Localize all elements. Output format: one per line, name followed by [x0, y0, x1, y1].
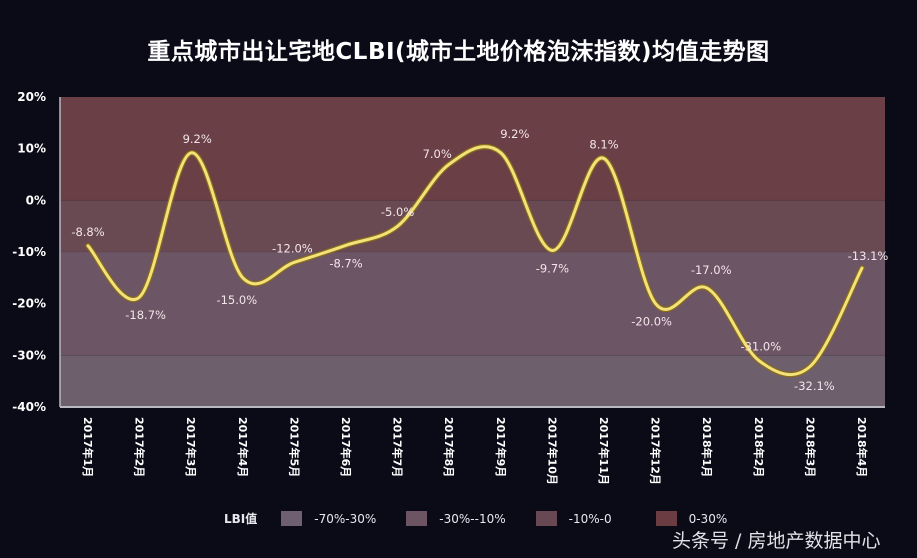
legend-swatch [406, 511, 428, 526]
y-tick-label: -30% [12, 348, 46, 362]
legend-label: -70%-30% [314, 511, 377, 526]
data-label: 9.2% [183, 132, 212, 146]
data-label: -31.0% [740, 340, 781, 354]
x-tick-label: 2017年8月 [442, 417, 456, 477]
y-tick-label: 20% [17, 90, 46, 104]
x-tick-label: 2017年9月 [494, 417, 508, 477]
legend-title: LBI值 [224, 512, 258, 526]
data-label: -9.7% [536, 261, 569, 275]
data-label: -17.0% [691, 263, 732, 277]
y-axis: 20% 10% 0% -10% -20% -30% -40% [12, 90, 46, 414]
chart-title: 重点城市出让宅地CLBI(城市土地价格泡沫指数)均值走势图 [147, 39, 770, 65]
x-tick-label: 2017年4月 [236, 417, 250, 477]
data-label: -20.0% [631, 315, 672, 329]
legend-label: -10%-0 [568, 511, 612, 526]
data-label: 9.2% [500, 127, 529, 141]
legend-label: -30%--10% [439, 511, 506, 526]
y-tick-label: 0% [26, 193, 46, 207]
watermark: 头条号 / 房地产数据中心 [672, 530, 881, 552]
band--70%-30% [60, 355, 885, 407]
legend-item-band-4: 0-30% [655, 511, 728, 526]
data-label: -5.0% [381, 205, 414, 219]
legend-item-band-1: -70%-30% [281, 511, 376, 526]
data-series [85, 143, 865, 378]
data-label: -13.1% [848, 249, 889, 263]
data-label: -8.7% [329, 256, 362, 270]
data-label: -18.7% [125, 308, 166, 322]
legend-item-band-3: -10%-0 [535, 511, 612, 526]
data-label: -12.0% [272, 241, 313, 255]
data-label: 8.1% [589, 137, 618, 151]
x-tick-label: 2017年3月 [184, 417, 198, 477]
data-label: -15.0% [216, 293, 257, 307]
y-tick-label: -20% [12, 297, 46, 311]
band--10%-0 [60, 200, 885, 252]
legend-item-band-2: -30%--10% [406, 511, 506, 526]
x-tick-label: 2018年2月 [752, 417, 766, 477]
x-tick-label: 2017年1月 [81, 417, 95, 477]
y-tick-label: 10% [17, 142, 46, 156]
x-tick-label: 2018年4月 [855, 417, 869, 477]
legend-swatch [281, 511, 303, 526]
x-tick-label: 2017年12月 [649, 417, 663, 485]
x-tick-label: 2017年5月 [287, 417, 301, 477]
x-tick-label: 2017年2月 [133, 417, 147, 477]
x-tick-label: 2017年7月 [391, 417, 405, 477]
y-tick-label: -10% [12, 245, 46, 259]
legend-label: 0-30% [688, 511, 728, 526]
data-label: -8.8% [71, 225, 104, 239]
legend-swatch [535, 511, 557, 526]
x-tick-label: 2017年10月 [545, 417, 559, 485]
data-label: -32.1% [794, 379, 835, 393]
y-tick-label: -40% [12, 400, 46, 414]
legend-swatch [655, 511, 677, 526]
data-labels: -8.8% -18.7% 9.2% -15.0% -12.0% -8.7% -5.0% 7.0… [71, 127, 888, 393]
band--30%--10% [60, 252, 885, 356]
x-tick-label: 2018年3月 [803, 417, 817, 477]
x-tick-label: 2017年6月 [339, 417, 353, 477]
data-label: 7.0% [423, 147, 452, 161]
x-axis: 2017年1月 2017年2月 2017年3月 2017年4月 2017年5月 2017年… [81, 417, 869, 485]
legend: LBI值 -70%-30% -30%--10% -10%-0 0-30% [224, 510, 757, 527]
x-tick-label: 2018年1月 [700, 417, 714, 477]
clbi-line [86, 145, 864, 377]
x-tick-label: 2017年11月 [597, 417, 611, 485]
